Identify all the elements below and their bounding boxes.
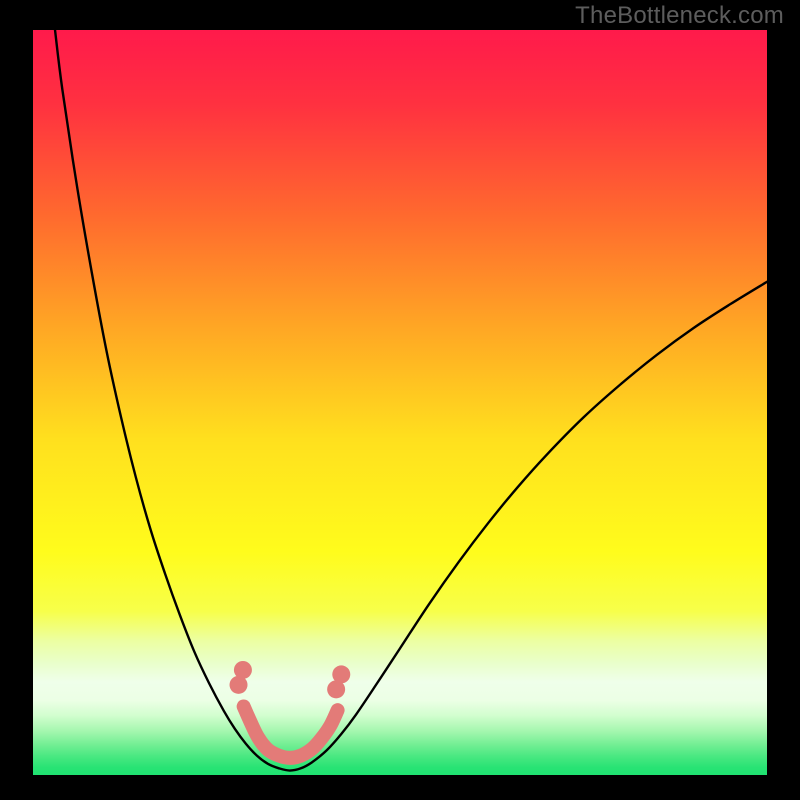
watermark-text: TheBottleneck.com [575,2,784,30]
highlight-dot [332,665,350,683]
highlight-dot [234,661,252,679]
bottleneck-chart-svg [0,0,800,800]
chart-canvas: TheBottleneck.com [0,0,800,800]
plot-background [33,30,767,775]
